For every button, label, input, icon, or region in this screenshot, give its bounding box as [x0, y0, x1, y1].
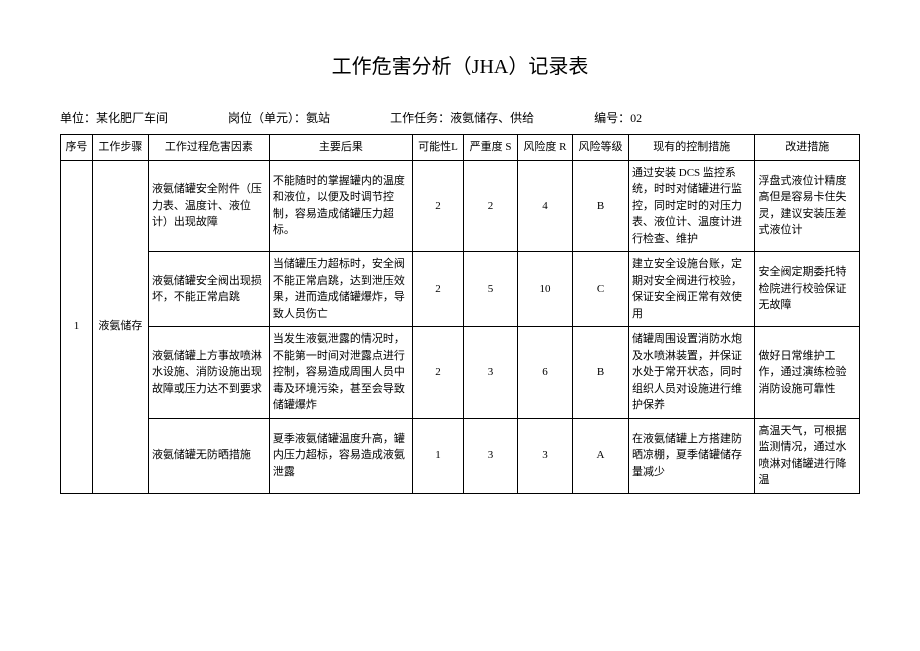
cell-s: 2	[464, 160, 518, 252]
cell-r: 4	[517, 160, 572, 252]
table-row: 1 液氨储存 液氨储罐安全附件（压力表、温度计、液位计）出现故障 不能随时的掌握…	[61, 160, 860, 252]
cell-s: 3	[464, 418, 518, 493]
cell-l: 2	[412, 160, 463, 252]
header-s: 严重度 S	[464, 135, 518, 161]
cell-consequence: 夏季液氨储罐温度升高，罐内压力超标，容易造成液氨泄露	[269, 418, 412, 493]
cell-r: 10	[517, 252, 572, 327]
cell-improve: 安全阀定期委托特检院进行校验保证无故障	[755, 252, 860, 327]
cell-hazard: 液氨储罐安全附件（压力表、温度计、液位计）出现故障	[148, 160, 269, 252]
unit-info: 单位：某化肥厂车间	[60, 109, 168, 126]
table-row: 液氨储罐上方事故喷淋水设施、消防设施出现故障或压力达不到要求 当发生液氨泄露的情…	[61, 327, 860, 419]
header-control: 现有的控制措施	[629, 135, 755, 161]
cell-s: 3	[464, 327, 518, 419]
post-label: 岗位（单元）：	[228, 111, 306, 125]
cell-seq: 1	[61, 160, 93, 493]
task-value: 液氨储存、供给	[450, 111, 534, 125]
cell-l: 1	[412, 418, 463, 493]
cell-consequence: 当储罐压力超标时，安全阀不能正常启跳，达到泄压效果，进而造成储罐爆炸，导致人员伤…	[269, 252, 412, 327]
cell-control: 储罐周围设置消防水炮及水喷淋装置，并保证水处于常开状态，同时组织人员对设施进行维…	[629, 327, 755, 419]
table-row: 液氨储罐安全阀出现损坏，不能正常启跳 当储罐压力超标时，安全阀不能正常启跳，达到…	[61, 252, 860, 327]
cell-l: 2	[412, 252, 463, 327]
cell-hazard: 液氨储罐安全阀出现损坏，不能正常启跳	[148, 252, 269, 327]
post-value: 氨站	[306, 111, 330, 125]
table-row: 液氨储罐无防晒措施 夏季液氨储罐温度升高，罐内压力超标，容易造成液氨泄露 1 3…	[61, 418, 860, 493]
no-value: 02	[630, 111, 642, 125]
unit-value: 某化肥厂车间	[96, 111, 168, 125]
cell-r: 3	[517, 418, 572, 493]
header-step: 工作步骤	[92, 135, 148, 161]
cell-consequence: 不能随时的掌握罐内的温度和液位，以便及时调节控制，容易造成储罐压力超标。	[269, 160, 412, 252]
header-l: 可能性L	[412, 135, 463, 161]
cell-l: 2	[412, 327, 463, 419]
header-level: 风险等级	[572, 135, 628, 161]
cell-consequence: 当发生液氨泄露的情况时，不能第一时间对泄露点进行控制，容易造成周围人员中毒及环境…	[269, 327, 412, 419]
no-label: 编号：	[594, 111, 630, 125]
header-improve: 改进措施	[755, 135, 860, 161]
unit-label: 单位：	[60, 111, 96, 125]
no-info: 编号：02	[594, 109, 642, 126]
cell-improve: 做好日常维护工作，通过演练检验消防设施可靠性	[755, 327, 860, 419]
info-line: 单位：某化肥厂车间 岗位（单元）：氨站 工作任务：液氨储存、供给 编号：02	[60, 109, 860, 126]
task-info: 工作任务：液氨储存、供给	[390, 109, 534, 126]
cell-s: 5	[464, 252, 518, 327]
cell-r: 6	[517, 327, 572, 419]
cell-hazard: 液氨储罐无防晒措施	[148, 418, 269, 493]
cell-level: A	[572, 418, 628, 493]
page-title: 工作危害分析（JHA）记录表	[60, 50, 860, 79]
cell-improve: 浮盘式液位计精度高但是容易卡住失灵，建议安装压差式液位计	[755, 160, 860, 252]
header-seq: 序号	[61, 135, 93, 161]
cell-step: 液氨储存	[92, 160, 148, 493]
cell-level: B	[572, 160, 628, 252]
jha-table: 序号 工作步骤 工作过程危害因素 主要后果 可能性L 严重度 S 风险度 R 风…	[60, 134, 860, 494]
cell-hazard: 液氨储罐上方事故喷淋水设施、消防设施出现故障或压力达不到要求	[148, 327, 269, 419]
cell-control: 在液氨储罐上方搭建防晒凉棚，夏季储罐储存量减少	[629, 418, 755, 493]
header-consequence: 主要后果	[269, 135, 412, 161]
cell-improve: 高温天气，可根据监测情况，通过水喷淋对储罐进行降温	[755, 418, 860, 493]
post-info: 岗位（单元）：氨站	[228, 109, 330, 126]
header-hazard: 工作过程危害因素	[148, 135, 269, 161]
task-label: 工作任务：	[390, 111, 450, 125]
cell-control: 建立安全设施台账，定期对安全阀进行校验，保证安全阀正常有效使用	[629, 252, 755, 327]
cell-control: 通过安装 DCS 监控系统，时时对储罐进行监控，同时定时的对压力表、液位计、温度…	[629, 160, 755, 252]
header-r: 风险度 R	[517, 135, 572, 161]
cell-level: C	[572, 252, 628, 327]
cell-level: B	[572, 327, 628, 419]
table-header-row: 序号 工作步骤 工作过程危害因素 主要后果 可能性L 严重度 S 风险度 R 风…	[61, 135, 860, 161]
